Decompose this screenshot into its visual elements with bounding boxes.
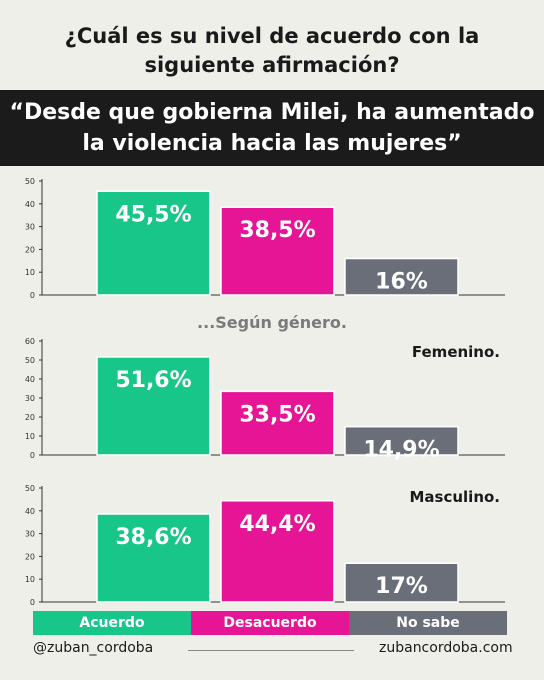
bar-label-acuerdo: 45,5% xyxy=(115,202,191,227)
y-tick-label: 30 xyxy=(25,530,35,539)
legend: Acuerdo Desacuerdo No sabe xyxy=(33,611,507,635)
bar-label-desacuerdo: 38,5% xyxy=(239,218,315,243)
bar-label-acuerdo: 38,6% xyxy=(115,525,191,550)
chart-total: 0 10 20 30 40 50 45,5% 38,5% 16% xyxy=(25,177,505,300)
subtitle-by-gender: ...Según género. xyxy=(197,313,347,332)
y-tick-label: 10 xyxy=(25,268,35,277)
question-title-line-2: siguiente afirmación? xyxy=(144,53,400,77)
y-tick-label: 30 xyxy=(25,394,35,403)
bar-no-sabe xyxy=(344,425,459,456)
y-tick-label: 50 xyxy=(25,177,35,186)
y-tick-label: 60 xyxy=(25,337,35,346)
y-tick-label: 0 xyxy=(30,451,35,460)
bar-label-desacuerdo: 33,5% xyxy=(239,402,315,427)
bar-label-no-sabe: 17% xyxy=(375,574,428,599)
y-tick-label: 0 xyxy=(30,291,35,300)
statement-line-1: “Desde que gobierna Milei, ha aumentado xyxy=(9,100,535,125)
y-tick-label: 20 xyxy=(25,413,35,422)
bar-desacuerdo xyxy=(220,500,335,603)
bar-desacuerdo xyxy=(220,390,335,456)
bar-acuerdo xyxy=(96,190,211,296)
statement-banner: “Desde que gobierna Milei, ha aumentado … xyxy=(0,90,544,166)
y-tick-label: 10 xyxy=(25,432,35,441)
statement-line-2: la violencia hacia las mujeres” xyxy=(82,131,462,156)
y-tick-label: 0 xyxy=(30,598,35,607)
bar-label-no-sabe: 16% xyxy=(375,270,428,295)
y-tick-label: 20 xyxy=(25,245,35,254)
chart-masculino: 0 10 20 30 40 50 38,6% 44,4% 17% Masculino. xyxy=(25,484,505,607)
y-tick-label: 30 xyxy=(25,223,35,232)
chart-title-masculino: Masculino. xyxy=(409,488,500,506)
bar-desacuerdo xyxy=(220,206,335,296)
chart-title-femenino: Femenino. xyxy=(412,343,500,361)
y-tick-label: 40 xyxy=(25,507,35,516)
question-title: ¿Cuál es su nivel de acuerdo con la sigu… xyxy=(0,22,544,80)
legend-item-no-sabe: No sabe xyxy=(349,611,507,635)
bar-label-acuerdo: 51,6% xyxy=(115,368,191,393)
bar-label-desacuerdo: 44,4% xyxy=(239,512,315,537)
bar-acuerdo xyxy=(96,356,211,456)
footer-divider xyxy=(188,650,354,651)
y-tick-label: 20 xyxy=(25,552,35,561)
y-tick-label: 40 xyxy=(25,200,35,209)
bar-no-sabe xyxy=(344,257,459,296)
footer-handle: @zuban_cordoba xyxy=(33,640,154,656)
legend-item-acuerdo: Acuerdo xyxy=(33,611,191,635)
legend-item-desacuerdo: Desacuerdo xyxy=(191,611,349,635)
y-tick-label: 10 xyxy=(25,575,35,584)
y-tick-label: 50 xyxy=(25,484,35,493)
bar-label-no-sabe: 14,9% xyxy=(363,438,439,463)
bar-acuerdo xyxy=(96,513,211,603)
chart-femenino: 0 10 20 30 40 50 60 51,6% 33,5% 14,9% Femenino. xyxy=(25,337,505,463)
question-title-line-1: ¿Cuál es su nivel de acuerdo con la xyxy=(64,24,480,48)
bar-no-sabe xyxy=(344,562,459,603)
y-tick-label: 40 xyxy=(25,375,35,384)
footer-site: zubancordoba.com xyxy=(379,640,513,656)
y-tick-label: 50 xyxy=(25,356,35,365)
